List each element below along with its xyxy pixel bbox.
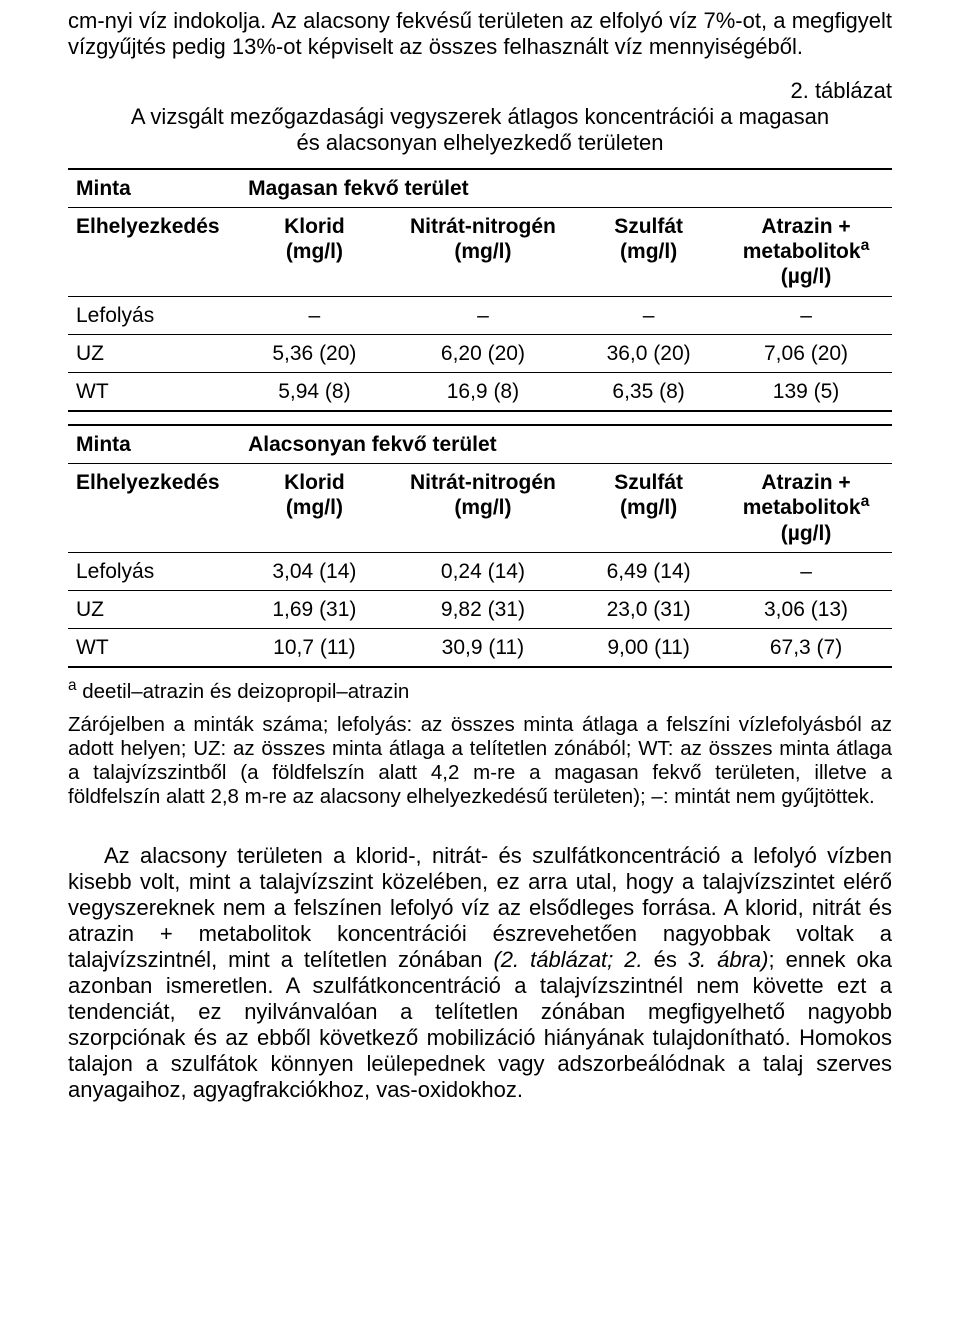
t2-lefolyas-label: Lefolyás — [68, 552, 240, 590]
t2-wt-c1: 10,7 (11) — [240, 629, 389, 668]
t2-wt-c3: 9,00 (11) — [577, 629, 720, 668]
t1-wt-c3: 6,35 (8) — [577, 372, 720, 411]
t2-lefolyas-c3: 6,49 (14) — [577, 552, 720, 590]
t1-h-atrazin: Atrazin +metabolitoka(µg/l) — [720, 207, 892, 296]
table-number: 2. táblázat — [68, 78, 892, 104]
table-title-line2: és alacsonyan elhelyezkedő területen — [68, 130, 892, 156]
t1-uz-c1: 5,36 (20) — [240, 334, 389, 372]
table-title-line1: A vizsgált mezőgazdasági vegyszerek átla… — [68, 104, 892, 130]
t1-wt-label: WT — [68, 372, 240, 411]
footnote-legend: Zárójelben a minták száma; lefolyás: az … — [68, 713, 892, 810]
t2-uz-c1: 1,69 (31) — [240, 591, 389, 629]
t1-h-minta: Minta — [68, 169, 240, 208]
t2-lefolyas-c1: 3,04 (14) — [240, 552, 389, 590]
t2-uz-label: UZ — [68, 591, 240, 629]
t2-h-minta: Minta — [68, 425, 240, 464]
t2-wt-c2: 30,9 (11) — [389, 629, 577, 668]
t1-h-szulfat: Szulfát(mg/l) — [577, 207, 720, 296]
t1-uz-c2: 6,20 (20) — [389, 334, 577, 372]
t2-h-klorid: Klorid(mg/l) — [240, 464, 389, 553]
t1-uz-c3: 36,0 (20) — [577, 334, 720, 372]
t1-h-klorid: Klorid(mg/l) — [240, 207, 389, 296]
data-table-high: Minta Magasan fekvő terület Elhelyezkedé… — [68, 168, 892, 412]
t1-uz-c4: 7,06 (20) — [720, 334, 892, 372]
t1-lefolyas-c2: – — [389, 296, 577, 334]
data-table-low: Minta Alacsonyan fekvő terület Elhelyezk… — [68, 424, 892, 668]
t2-uz-c3: 23,0 (31) — [577, 591, 720, 629]
body-paragraph: Az alacsony területen a klorid-, nitrát-… — [68, 843, 892, 1103]
t2-uz-c2: 9,82 (31) — [389, 591, 577, 629]
intro-paragraph: cm-nyi víz indokolja. Az alacsony fekvés… — [68, 8, 892, 60]
t1-h-nitrat: Nitrát-nitrogén(mg/l) — [389, 207, 577, 296]
t2-h-elh: Elhelyezkedés — [68, 464, 240, 553]
t2-h-nitrat: Nitrát-nitrogén(mg/l) — [389, 464, 577, 553]
t2-wt-c4: 67,3 (7) — [720, 629, 892, 668]
t1-h-region: Magasan fekvő terület — [240, 169, 892, 208]
t1-h-elh: Elhelyezkedés — [68, 207, 240, 296]
t2-h-region: Alacsonyan fekvő terület — [240, 425, 892, 464]
t1-lefolyas-label: Lefolyás — [68, 296, 240, 334]
t2-h-szulfat: Szulfát(mg/l) — [577, 464, 720, 553]
t2-lefolyas-c2: 0,24 (14) — [389, 552, 577, 590]
t2-uz-c4: 3,06 (13) — [720, 591, 892, 629]
footnote-a: a deetil–atrazin és deizopropil–atrazin — [68, 680, 892, 704]
t1-lefolyas-c4: – — [720, 296, 892, 334]
t2-wt-label: WT — [68, 629, 240, 668]
t2-lefolyas-c4: – — [720, 552, 892, 590]
t1-wt-c2: 16,9 (8) — [389, 372, 577, 411]
t1-wt-c1: 5,94 (8) — [240, 372, 389, 411]
t1-wt-c4: 139 (5) — [720, 372, 892, 411]
t1-uz-label: UZ — [68, 334, 240, 372]
table-caption: 2. táblázat A vizsgált mezőgazdasági veg… — [68, 78, 892, 156]
t2-h-atrazin: Atrazin +metabolitoka(µg/l) — [720, 464, 892, 553]
t1-lefolyas-c3: – — [577, 296, 720, 334]
t1-lefolyas-c1: – — [240, 296, 389, 334]
